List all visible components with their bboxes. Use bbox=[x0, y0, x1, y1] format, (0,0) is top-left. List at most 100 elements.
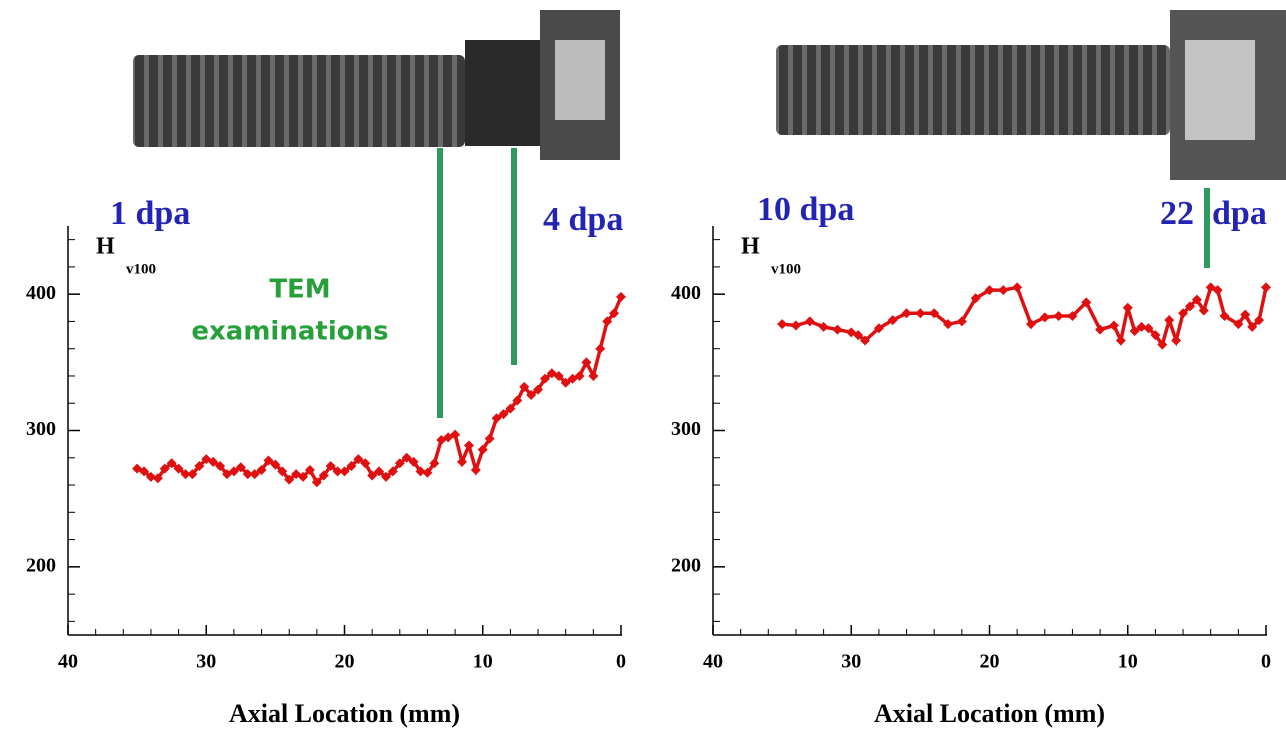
data-point bbox=[1150, 330, 1161, 341]
y-axis-label-sub: v100 bbox=[771, 261, 801, 277]
data-point bbox=[574, 370, 585, 381]
data-point bbox=[1212, 285, 1223, 296]
x-tick-label: 0 bbox=[1261, 651, 1271, 673]
data-point bbox=[311, 477, 322, 488]
bolt-photo-right bbox=[776, 10, 1286, 180]
y-tick-label: 400 bbox=[26, 282, 56, 304]
data-point bbox=[929, 308, 940, 319]
y-axis-label-sub: v100 bbox=[126, 261, 156, 277]
y-tick-label: 300 bbox=[671, 418, 701, 440]
data-point bbox=[208, 456, 219, 467]
data-point bbox=[998, 285, 1009, 296]
x-tick-label: 20 bbox=[335, 651, 355, 673]
data-point bbox=[616, 291, 626, 302]
data-point bbox=[422, 467, 433, 478]
bolt-photo-left bbox=[133, 10, 620, 160]
x-tick-label: 10 bbox=[1118, 651, 1138, 673]
y-axis-label: H bbox=[96, 234, 115, 260]
data-point bbox=[298, 471, 309, 482]
data-point bbox=[187, 469, 198, 480]
data-point bbox=[498, 409, 509, 420]
y-tick-label: 300 bbox=[26, 418, 56, 440]
data-point bbox=[1164, 315, 1175, 326]
data-point bbox=[1157, 339, 1168, 350]
data-point bbox=[526, 390, 537, 401]
data-point bbox=[491, 413, 502, 424]
x-tick-label: 0 bbox=[616, 651, 626, 673]
tem-markers bbox=[437, 148, 1210, 418]
data-point bbox=[263, 455, 274, 466]
data-point bbox=[173, 463, 184, 474]
data-point bbox=[581, 357, 592, 368]
data-point bbox=[457, 456, 468, 467]
data-point bbox=[235, 462, 246, 473]
data-point bbox=[415, 466, 426, 477]
data-point bbox=[984, 285, 995, 296]
data-point bbox=[353, 454, 364, 465]
data-point bbox=[887, 315, 898, 326]
data-point bbox=[804, 316, 815, 327]
data-point bbox=[318, 470, 329, 481]
data-point bbox=[505, 403, 516, 414]
data-point bbox=[477, 444, 488, 455]
data-point bbox=[145, 471, 156, 482]
data-point bbox=[256, 465, 267, 476]
data-point bbox=[484, 433, 495, 444]
data-point bbox=[1261, 282, 1271, 293]
data-point bbox=[374, 466, 385, 477]
data-point bbox=[394, 458, 405, 469]
data-point bbox=[1143, 323, 1154, 334]
data-point bbox=[1198, 305, 1209, 316]
data-point bbox=[429, 458, 440, 469]
data-point bbox=[1039, 312, 1050, 323]
annotation: 4 dpa bbox=[543, 201, 623, 238]
data-point bbox=[360, 458, 371, 469]
data-point bbox=[832, 324, 843, 335]
data-point bbox=[790, 320, 801, 331]
x-tick-label: 40 bbox=[703, 651, 723, 673]
y-tick-label: 400 bbox=[671, 282, 701, 304]
data-point bbox=[1129, 325, 1140, 336]
x-tick-label: 10 bbox=[473, 651, 493, 673]
annotation: dpa bbox=[1212, 195, 1267, 232]
y-tick-label: 200 bbox=[26, 554, 56, 576]
data-point bbox=[588, 370, 599, 381]
data-point bbox=[1184, 301, 1195, 312]
data-point bbox=[970, 293, 981, 304]
data-point bbox=[304, 465, 315, 476]
data-point bbox=[166, 458, 177, 469]
data-point bbox=[152, 473, 163, 484]
data-point bbox=[512, 395, 523, 406]
data-point bbox=[1178, 308, 1189, 319]
data-point bbox=[777, 319, 788, 330]
data-point bbox=[519, 381, 530, 392]
data-point bbox=[1233, 319, 1244, 330]
data-point bbox=[1171, 335, 1182, 346]
data-point bbox=[408, 456, 419, 467]
data-point bbox=[277, 466, 288, 477]
data-point bbox=[332, 466, 343, 477]
annotation: TEM bbox=[269, 275, 330, 305]
data-point bbox=[901, 308, 912, 319]
data-point bbox=[194, 460, 205, 471]
data-point bbox=[242, 469, 253, 480]
data-point bbox=[1247, 321, 1258, 332]
data-point bbox=[367, 470, 378, 481]
data-point bbox=[346, 460, 357, 471]
data-point bbox=[1115, 335, 1126, 346]
data-point bbox=[215, 460, 226, 471]
data-point bbox=[339, 466, 350, 477]
data-point bbox=[1012, 282, 1023, 293]
data-point bbox=[159, 463, 170, 474]
x-tick-label: 30 bbox=[196, 651, 216, 673]
data-point bbox=[470, 465, 481, 476]
annotation: 1 dpa bbox=[110, 195, 190, 232]
data-point bbox=[284, 474, 295, 485]
data-point bbox=[1136, 321, 1147, 332]
data-point bbox=[609, 308, 620, 319]
data-point bbox=[533, 384, 544, 395]
x-tick-label: 30 bbox=[841, 651, 861, 673]
x-tick-label: 40 bbox=[58, 651, 78, 673]
data-point bbox=[553, 370, 564, 381]
